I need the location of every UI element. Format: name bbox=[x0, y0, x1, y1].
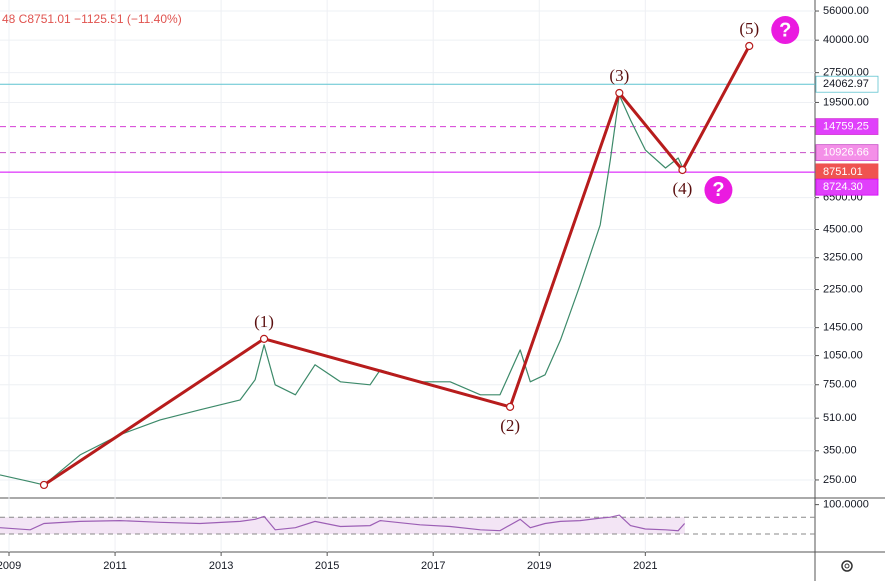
y-tick-label: 1050.00 bbox=[823, 350, 863, 362]
price-badge bbox=[815, 118, 879, 135]
wave-label: (4) bbox=[673, 179, 693, 198]
question-badge bbox=[771, 16, 800, 45]
x-tick-label: 2021 bbox=[633, 560, 657, 572]
wave-point bbox=[506, 402, 515, 411]
price-badge-label: 24062.97 bbox=[823, 78, 869, 90]
wave-point bbox=[678, 165, 687, 175]
price-badge-label: 8724.30 bbox=[823, 181, 863, 193]
y-tick-label: 27500.00 bbox=[823, 67, 869, 79]
price-badge bbox=[815, 178, 879, 196]
question-badge bbox=[704, 175, 733, 204]
x-tick-label: 2013 bbox=[209, 560, 233, 572]
price-badge-label: 8751.01 bbox=[823, 166, 863, 178]
rsi-line bbox=[0, 514, 686, 532]
price-badge-label: 10926.66 bbox=[823, 147, 869, 159]
price-badge bbox=[815, 144, 879, 162]
x-tick-label: 2015 bbox=[315, 560, 339, 572]
y-tick-label: 4500.00 bbox=[823, 223, 863, 235]
y-tick-label: 19500.00 bbox=[823, 96, 869, 108]
x-tick-label: 2017 bbox=[421, 560, 445, 572]
x-tick-label: 2009 bbox=[0, 560, 21, 572]
gear-ring bbox=[841, 560, 853, 572]
y-tick-label: 3250.00 bbox=[823, 252, 863, 264]
grid bbox=[0, 0, 815, 552]
rsi-tick-label: 100.0000 bbox=[823, 499, 869, 511]
wave-line bbox=[43, 45, 751, 487]
wave-label: (5) bbox=[739, 19, 759, 38]
wave-point bbox=[39, 480, 49, 490]
y-tick-label: 1450.00 bbox=[823, 322, 863, 334]
settings-icon[interactable] bbox=[841, 560, 853, 572]
wave-label: (2) bbox=[500, 416, 520, 435]
question-mark: ? bbox=[712, 179, 724, 201]
price-badge-label: 14759.25 bbox=[823, 120, 869, 132]
x-tick-label: 2019 bbox=[527, 560, 551, 572]
y-tick-label: 350.00 bbox=[823, 445, 857, 457]
y-tick-label: 40000.00 bbox=[823, 34, 869, 46]
y-tick-label: 750.00 bbox=[823, 379, 857, 391]
wave-label: (3) bbox=[609, 66, 629, 85]
y-tick-label: 250.00 bbox=[823, 474, 857, 486]
y-tick-label: 2250.00 bbox=[823, 283, 863, 295]
wave-label: (1) bbox=[254, 312, 274, 331]
y-tick-label: 510.00 bbox=[823, 412, 857, 424]
price-badge bbox=[815, 75, 879, 93]
wave-point bbox=[745, 41, 754, 51]
x-tick-label: 2011 bbox=[103, 560, 127, 572]
legend-text: 48 C8751.01 −1125.51 (−11.40%) bbox=[2, 12, 182, 26]
wave-point bbox=[615, 88, 624, 98]
question-mark: ? bbox=[779, 19, 791, 41]
gear-hub bbox=[844, 563, 850, 569]
y-tick-label: 56000.00 bbox=[823, 5, 869, 17]
wave-point bbox=[259, 334, 269, 343]
rsi-band bbox=[0, 517, 685, 535]
